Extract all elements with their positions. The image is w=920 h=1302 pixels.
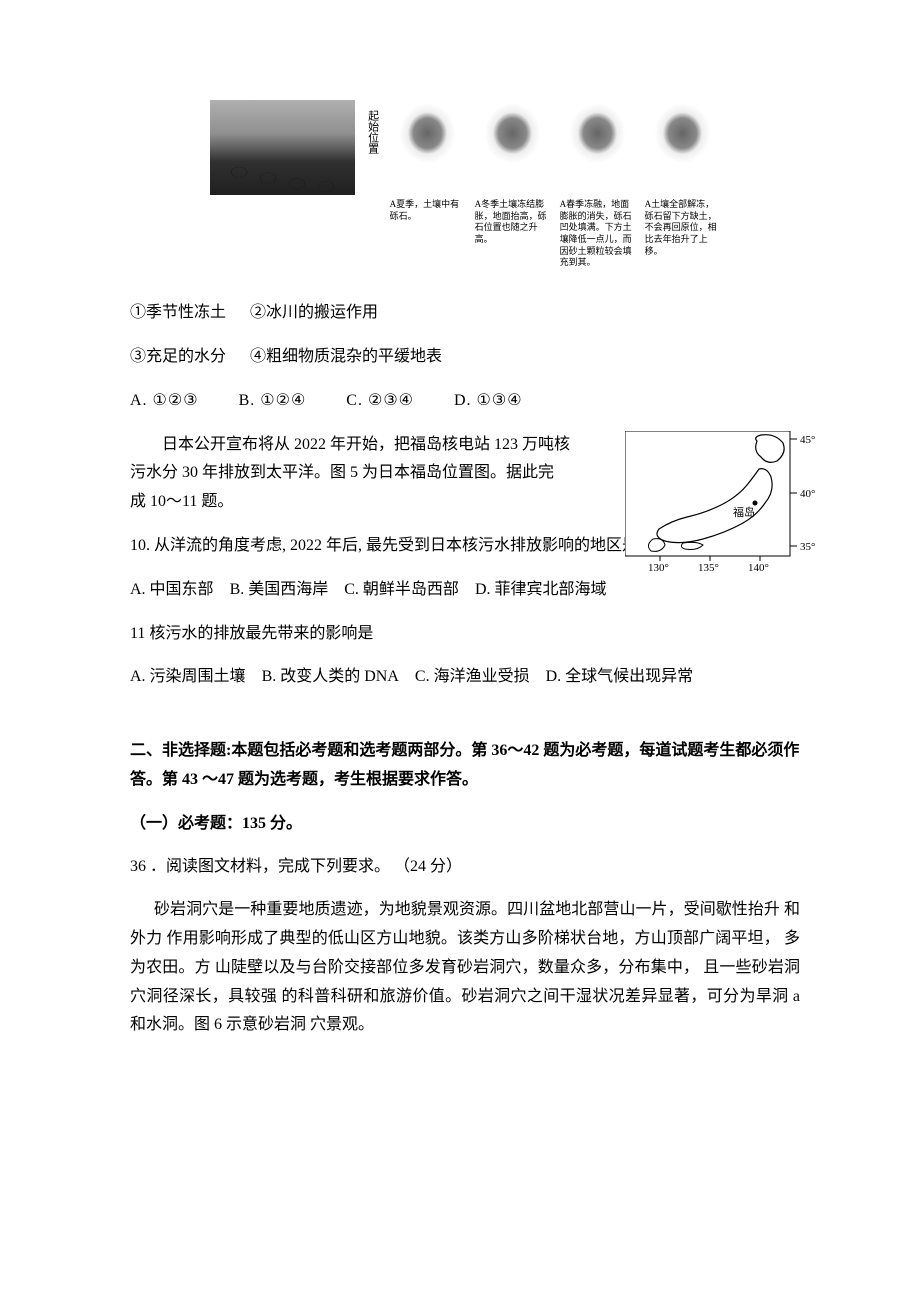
q11-b: B. 改变人类的 DNA xyxy=(262,668,399,685)
choice-d: D. ①③④ xyxy=(454,387,523,416)
q11-text: 11 核污水的排放最先带来的影响是 xyxy=(130,620,800,649)
map-svg: 45° 40° 35° 130° 135° 140° 福岛 xyxy=(625,431,820,571)
q11-c: C. 海洋渔业受损 xyxy=(415,668,530,685)
lon-140: 140° xyxy=(748,562,769,571)
stone-caption-1: A夏季，土壤中有砾石。 xyxy=(390,199,465,222)
lon-135: 135° xyxy=(698,562,719,571)
section-2-sub: （一）必考题：135 分。 xyxy=(130,810,800,839)
stone-image-2 xyxy=(475,100,550,195)
japan-map: 45° 40° 35° 130° 135° 140° 福岛 xyxy=(625,431,820,582)
statement-line-2: ③充足的水分 ④粗细物质混杂的平缓地表 xyxy=(130,343,800,372)
q36-passage: 砂岩洞穴是一种重要地质遗迹，为地貌景观资源。四川盆地北部营山一片，受间歇性抬升 … xyxy=(130,896,800,1040)
choice-b: B. ①②④ xyxy=(239,387,307,416)
stone-panel-1: A夏季，土壤中有砾石。 xyxy=(390,100,465,222)
stone-caption-4: A土壤全部解冻，砾石留下方缺土，不会再回原位，相比去年抬升了上移。 xyxy=(645,199,720,257)
q10-b: B. 美国西海岸 xyxy=(230,581,329,598)
lat-35: 35° xyxy=(800,541,815,553)
stone-image-1 xyxy=(390,100,465,195)
terrain-photo xyxy=(210,100,355,195)
stone-panel-4: A土壤全部解冻，砾石留下方缺土，不会再回原位，相比去年抬升了上移。 xyxy=(645,100,720,257)
choice-c: C. ②③④ xyxy=(346,387,414,416)
passage-with-map: 日本公开宣布将从 2022 年开始，把福岛核电站 123 万吨核 污水分 30 … xyxy=(130,431,800,517)
q11-d: D. 全球气候出现异常 xyxy=(546,668,694,685)
stone-image-3 xyxy=(560,100,635,195)
lon-130: 130° xyxy=(648,562,669,571)
q10-c: C. 朝鲜半岛西部 xyxy=(344,581,459,598)
passage-line-3: 成 10～11 题。 xyxy=(130,488,586,517)
statement-2: ②冰川的搬运作用 xyxy=(250,304,378,321)
statement-1: ①季节性冻土 xyxy=(130,304,226,321)
choice-a: A. ①②③ xyxy=(130,387,199,416)
statement-3: ③充足的水分 xyxy=(130,348,226,365)
section-2-heading: 二、非选择题:本题包括必考题和选考题两部分。第 36～42 题为必考题，每道试题… xyxy=(130,737,800,795)
stone-panel-3: A春季冻融，地面膨胀的消失，砾石凹处填满。下方土壤降低一点儿，而因砂土颗粒较会填… xyxy=(560,100,635,269)
passage-line-1: 日本公开宣布将从 2022 年开始，把福岛核电站 123 万吨核 xyxy=(130,431,586,460)
stone-caption-3: A春季冻融，地面膨胀的消失，砾石凹处填满。下方土壤降低一点儿，而因砂土颗粒较会填… xyxy=(560,199,635,269)
statement-line-1: ①季节性冻土 ②冰川的搬运作用 xyxy=(130,299,800,328)
q10-d: D. 菲律宾北部海域 xyxy=(475,581,607,598)
passage-line-2: 污水分 30 年排放到太平洋。图 5 为日本福岛位置图。据此完 xyxy=(130,459,586,488)
stone-image-4 xyxy=(645,100,720,195)
lat-40: 40° xyxy=(800,488,815,500)
q11-choices: A. 污染周围土壤 B. 改变人类的 DNA C. 海洋渔业受损 D. 全球气候… xyxy=(130,663,800,692)
q10-a: A. 中国东部 xyxy=(130,581,214,598)
fukushima-label: 福岛 xyxy=(733,505,755,519)
lat-45: 45° xyxy=(800,434,815,446)
stone-panel-2: A冬季土壤冻结膨胀，地面抬高，砾石位置也随之升高。 xyxy=(475,100,550,246)
q36-text: 36 ．阅读图文材料，完成下列要求。 （24 分） xyxy=(130,853,800,882)
choice-row: A. ①②③ B. ①②④ C. ②③④ D. ①③④ xyxy=(130,387,800,416)
statement-4: ④粗细物质混杂的平缓地表 xyxy=(250,348,442,365)
q11-a: A. 污染周围土壤 xyxy=(130,668,246,685)
figure-row: 起始位置 A夏季，土壤中有砾石。 A冬季土壤冻结膨胀，地面抬高，砾石位置也随之升… xyxy=(130,100,800,269)
stone-caption-2: A冬季土壤冻结膨胀，地面抬高，砾石位置也随之升高。 xyxy=(475,199,550,246)
vertical-label: 起始位置 xyxy=(365,110,379,154)
